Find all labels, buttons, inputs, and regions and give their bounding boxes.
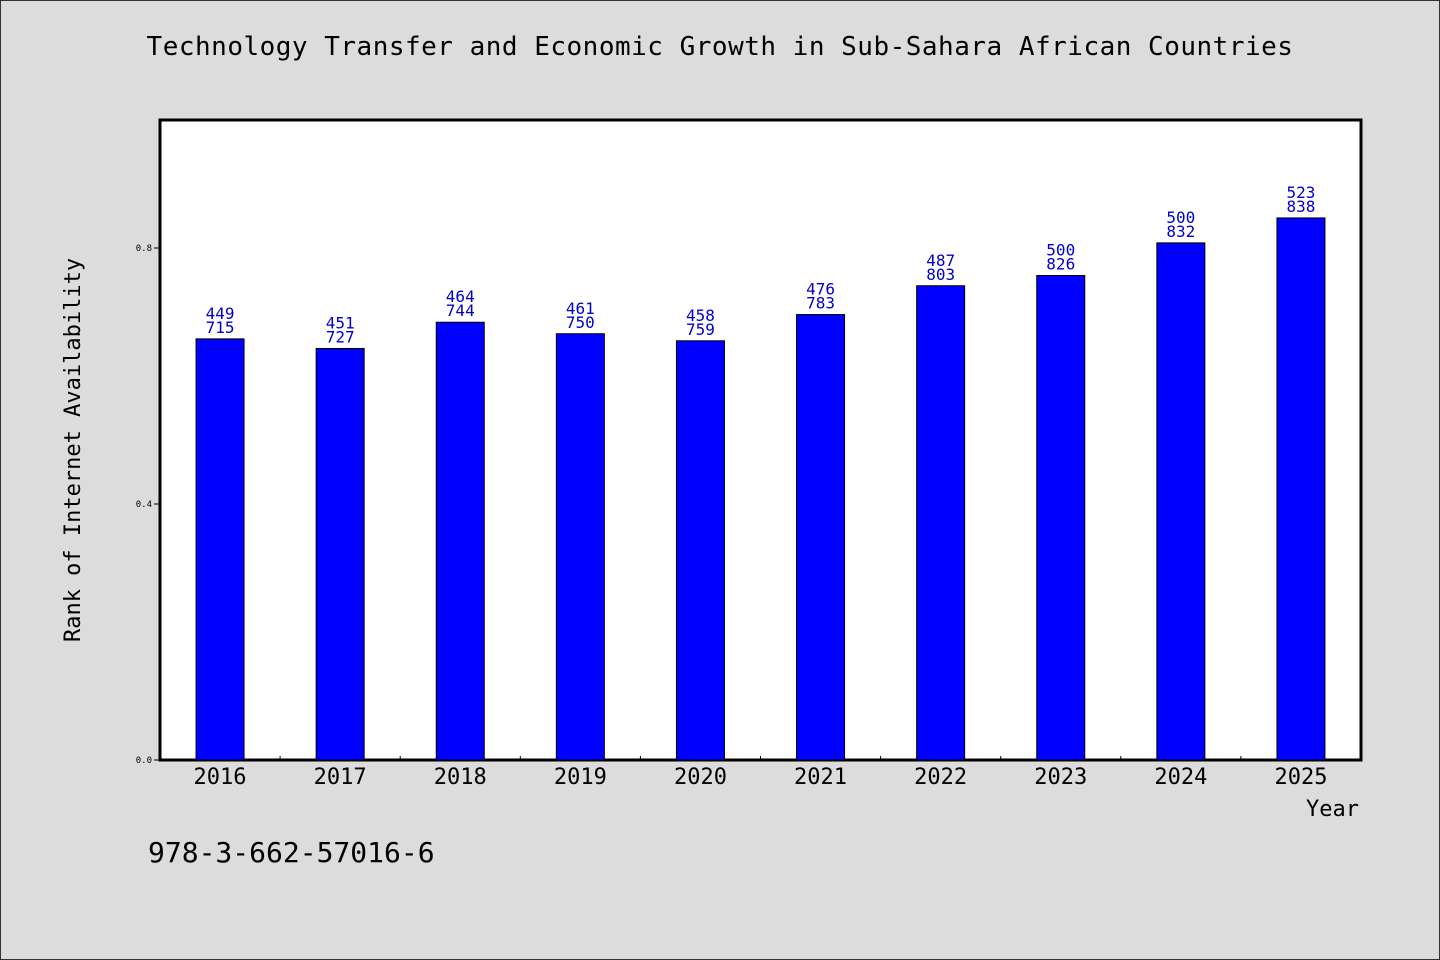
y-tick-label: 0.4 [136, 500, 152, 510]
x-tick-label: 2019 [554, 765, 607, 790]
bar-2022 [916, 285, 966, 761]
bar-label-bottom: 715 [206, 318, 235, 337]
bar-label-top: 476 [806, 280, 835, 299]
bar-2020 [675, 340, 725, 761]
bar-label-top: 500 [1046, 241, 1075, 260]
y-tick-label: 0.8 [136, 244, 152, 254]
bar-label-top: 449 [206, 304, 235, 323]
bar-label-top: 458 [686, 306, 715, 325]
bar-label-top: 487 [926, 251, 955, 270]
bar-label-bottom: 727 [326, 327, 355, 346]
x-tick-label: 2024 [1154, 765, 1207, 790]
bar-label-bottom: 759 [686, 320, 715, 339]
bar-2017 [315, 347, 365, 761]
bar-label-bottom: 744 [446, 301, 475, 320]
bar-label-top: 523 [1286, 183, 1315, 202]
bar-label-bottom: 826 [1046, 255, 1075, 274]
chart-title: Technology Transfer and Economic Growth … [146, 32, 1294, 62]
bar-2016 [195, 338, 245, 761]
x-tick-label: 2020 [674, 765, 727, 790]
bar-label-bottom: 803 [926, 265, 955, 284]
bar-label-top: 451 [326, 313, 355, 332]
x-tick-label: 2016 [194, 765, 247, 790]
y-tick-label: 0.0 [136, 756, 152, 766]
bar-2023 [1036, 275, 1086, 761]
isbn-text: 978-3-662-57016-6 [148, 836, 435, 869]
bar-2021 [796, 314, 846, 761]
bar-label-bottom: 838 [1286, 197, 1315, 216]
x-tick-label: 2022 [914, 765, 967, 790]
bar-2018 [435, 321, 485, 761]
bar-2025 [1276, 217, 1326, 761]
x-tick-label: 2023 [1034, 765, 1087, 790]
bar-2019 [555, 333, 605, 761]
bar-label-bottom: 832 [1166, 222, 1195, 241]
bar-label-bottom: 750 [566, 313, 595, 332]
bar-label-bottom: 783 [806, 294, 835, 313]
x-tick-label: 2018 [434, 765, 487, 790]
bar-label-top: 500 [1166, 208, 1195, 227]
y-axis-label: Rank of Internet Availability [61, 258, 86, 642]
x-tick-label: 2025 [1274, 765, 1327, 790]
x-tick-label: 2021 [794, 765, 847, 790]
x-axis-label: Year [1306, 797, 1359, 822]
x-tick-label: 2017 [314, 765, 367, 790]
bar-label-top: 461 [566, 299, 595, 318]
bar-label-top: 464 [446, 287, 475, 306]
bar-2024 [1156, 242, 1206, 761]
